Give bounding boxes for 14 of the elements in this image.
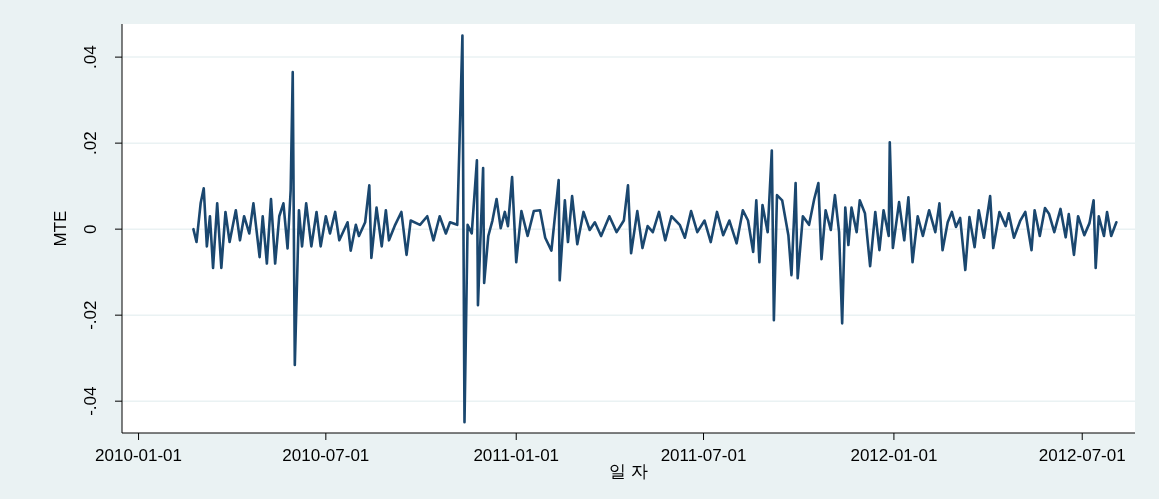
x-tick-label: 2012-01-01 [850, 446, 938, 465]
x-tick-label: 2011-07-01 [660, 446, 747, 465]
y-axis-title: MTE [51, 210, 70, 247]
line-series [192, 34, 1118, 424]
x-tick-label: 2010-07-01 [282, 446, 370, 465]
x-axis-title: 일 자 [609, 462, 648, 481]
x-tick-label: 2012-07-01 [1038, 446, 1126, 465]
y-tick-label: .04 [81, 45, 100, 69]
x-tick-label: 2011-01-01 [473, 446, 560, 465]
y-tick-label: -.04 [81, 386, 100, 416]
y-tick-label: -.02 [81, 300, 100, 330]
y-tick-label: .02 [81, 131, 100, 155]
y-tick-label: 0 [81, 224, 100, 234]
x-tick-label: 2010-01-01 [95, 446, 183, 465]
